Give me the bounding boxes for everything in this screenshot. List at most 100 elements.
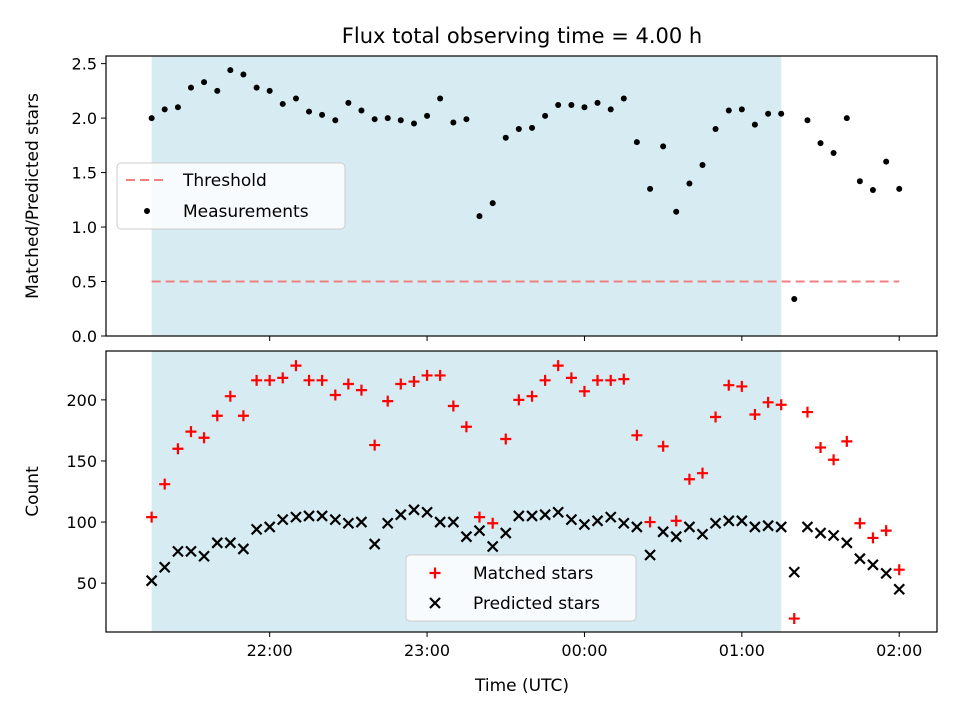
matched-star-point <box>762 396 774 408</box>
predicted-star-point <box>854 552 866 565</box>
measurement-point <box>620 95 627 102</box>
measurement-point <box>240 71 247 78</box>
matched-star-point <box>710 411 722 423</box>
measurement-point <box>712 125 719 132</box>
measurement-point <box>253 84 260 91</box>
measurement-point <box>266 87 273 94</box>
measurement-point <box>660 143 667 150</box>
y-tick-label: 1.5 <box>72 164 97 183</box>
x-axis-label: Time (UTC) <box>474 676 569 696</box>
predicted-star-point <box>539 508 551 521</box>
legend-predicted-label: Predicted stars <box>473 594 600 614</box>
y-tick-label: 100 <box>66 513 97 532</box>
legend-matched-swatch <box>429 567 441 579</box>
predicted-star-point <box>290 511 302 523</box>
matched-star-point <box>447 400 459 412</box>
measurement-point <box>463 116 470 123</box>
matched-star-point <box>565 372 577 384</box>
x-tick-label: 23:00 <box>404 641 450 660</box>
legend-box <box>116 162 346 230</box>
legend: Threshold Measurements <box>116 162 346 230</box>
predicted-star-point <box>473 524 486 537</box>
measurement-point <box>292 95 299 102</box>
matched-star-point <box>159 478 171 490</box>
predicted-star-point <box>683 521 696 533</box>
measurement-point <box>633 139 640 146</box>
matched-star-point <box>434 369 446 381</box>
axes-frame <box>105 55 938 337</box>
predicted-star-point <box>211 537 224 549</box>
y-axis-label: Matched/Predicted stars <box>23 93 43 299</box>
measurement-point <box>594 99 601 106</box>
axes-frame <box>105 350 938 633</box>
measurement-point <box>332 117 339 124</box>
measurement-point <box>201 79 208 86</box>
measurement-point <box>555 102 562 109</box>
y-tick-label: 150 <box>66 452 97 471</box>
matched-star-point <box>395 378 407 390</box>
predicted-star-point <box>316 510 328 522</box>
predicted-star-point <box>145 574 158 587</box>
predicted-star-point <box>263 521 276 533</box>
predicted-star-point <box>762 519 774 532</box>
predicted-star-point <box>303 510 315 522</box>
matched-star-point <box>775 399 787 411</box>
measurement-point <box>306 108 313 115</box>
predicted-star-point <box>565 513 578 526</box>
legend: Matched stars Predicted stars <box>405 554 637 622</box>
matched-star-point <box>696 467 708 479</box>
matched-star-point <box>224 390 236 402</box>
matched-star-point <box>264 374 276 386</box>
measurement-point <box>883 158 890 165</box>
measurement-point <box>161 106 168 113</box>
predicted-star-point <box>644 549 656 561</box>
predicted-star-point <box>381 517 394 530</box>
predicted-star-point <box>867 559 879 571</box>
predicted-star-point <box>421 506 433 519</box>
predicted-star-point <box>618 517 630 530</box>
predicted-star-point <box>172 545 184 558</box>
measurement-point <box>581 104 588 111</box>
y-tick-label: 50 <box>77 574 97 593</box>
matched-star-point <box>316 374 328 386</box>
predicted-star-point <box>185 545 197 558</box>
y-tick-label: 0.5 <box>72 273 97 292</box>
matched-star-point <box>146 511 158 523</box>
matched-star-point <box>578 385 590 397</box>
predicted-star-point <box>276 513 289 526</box>
matched-star-point <box>736 380 748 392</box>
legend-measurements-swatch <box>144 208 150 214</box>
measurement-point <box>778 110 785 117</box>
measurement-point <box>227 67 234 74</box>
measurement-point <box>174 104 181 111</box>
matched-star-point <box>251 374 263 386</box>
predicted-star-point <box>604 511 617 523</box>
predicted-star-point <box>788 566 801 578</box>
measurement-point <box>686 180 693 187</box>
matched-star-point <box>788 613 800 625</box>
predicted-star-point <box>814 527 827 539</box>
measurement-point <box>896 185 903 192</box>
x-tick-label: 22:00 <box>247 641 293 660</box>
matched-star-point <box>828 454 840 466</box>
predicted-star-point <box>329 513 342 526</box>
measurement-point <box>856 178 863 185</box>
predicted-star-point <box>893 583 906 596</box>
panel-top: 0.0 0.5 1.0 1.5 2.0 2.5 Matched/Predicted star… <box>23 55 938 346</box>
measurement-point <box>450 119 457 126</box>
x-tick-label: 02:00 <box>876 641 922 660</box>
measurement-point <box>568 102 575 109</box>
predicted-star-point <box>657 526 669 538</box>
matched-star-point <box>513 394 525 406</box>
predicted-star-point <box>447 516 460 528</box>
measurement-point <box>791 295 798 302</box>
matched-star-point <box>801 406 813 418</box>
predicted-star-point <box>749 521 761 533</box>
predicted-star-point <box>723 515 735 527</box>
matched-star-point <box>592 374 604 386</box>
matched-star-point <box>893 564 905 576</box>
matched-star-point <box>657 440 669 452</box>
matched-star-point <box>539 374 551 386</box>
matched-star-point <box>723 379 735 391</box>
